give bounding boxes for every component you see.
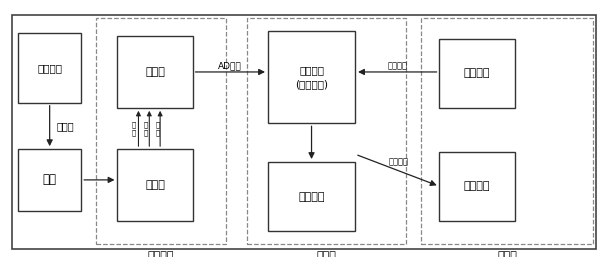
Text: AD板卡: AD板卡 xyxy=(218,61,242,70)
Text: 传感器: 传感器 xyxy=(145,180,165,190)
Text: 数据显示: 数据显示 xyxy=(298,192,325,201)
Text: 充放电机: 充放电机 xyxy=(37,63,62,73)
FancyBboxPatch shape xyxy=(268,162,355,231)
Text: 电池: 电池 xyxy=(43,173,57,186)
Text: 模型搭建: 模型搭建 xyxy=(464,68,491,78)
Text: 模型下载: 模型下载 xyxy=(387,61,408,70)
Text: 温
度: 温 度 xyxy=(155,121,160,136)
Text: 实时内核
(数据处理): 实时内核 (数据处理) xyxy=(295,66,328,89)
FancyBboxPatch shape xyxy=(439,39,515,108)
FancyBboxPatch shape xyxy=(117,36,193,108)
FancyBboxPatch shape xyxy=(268,31,355,123)
Text: 数据处理: 数据处理 xyxy=(464,181,491,191)
Text: 目标机: 目标机 xyxy=(317,251,337,257)
Text: 电
压: 电 压 xyxy=(131,121,135,136)
Text: 滤波器: 滤波器 xyxy=(145,67,165,77)
FancyBboxPatch shape xyxy=(18,33,81,103)
Text: 保存数据: 保存数据 xyxy=(388,157,409,167)
Text: 宿主机: 宿主机 xyxy=(497,251,517,257)
Text: 数据采集: 数据采集 xyxy=(147,251,175,257)
FancyBboxPatch shape xyxy=(117,149,193,221)
FancyBboxPatch shape xyxy=(18,149,81,211)
Text: 电
流: 电 流 xyxy=(143,121,147,136)
FancyBboxPatch shape xyxy=(439,152,515,221)
Text: 充放电: 充放电 xyxy=(57,121,74,131)
